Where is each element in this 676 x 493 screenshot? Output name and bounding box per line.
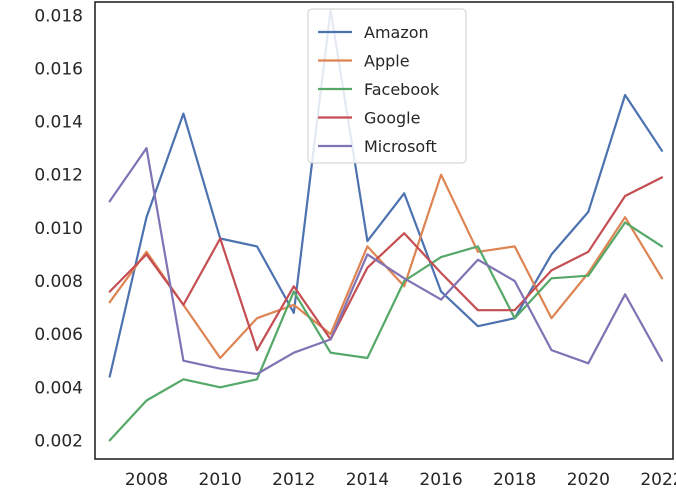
x-tick-label: 2020 xyxy=(567,470,610,490)
y-tick-label: 0.008 xyxy=(34,272,83,292)
x-tick-label: 2008 xyxy=(125,470,168,490)
x-axis-tick-labels: 2008 2010 2012 2014 2016 2018 2020 2022 xyxy=(125,470,676,490)
series-line-microsoft xyxy=(108,147,664,376)
x-tick-label: 2010 xyxy=(199,470,242,490)
y-tick-label: 0.002 xyxy=(34,431,83,451)
legend-label-amazon: Amazon xyxy=(364,23,429,42)
series-layer xyxy=(108,8,664,442)
legend-label-microsoft: Microsoft xyxy=(364,137,437,156)
legend: Amazon Apple Facebook Google Microsoft xyxy=(307,8,467,164)
x-tick-label: 2014 xyxy=(346,470,389,490)
y-tick-label: 0.014 xyxy=(34,113,83,133)
legend-box xyxy=(307,8,467,164)
y-tick-label: 0.006 xyxy=(34,325,83,345)
x-tick-label: 2018 xyxy=(493,470,536,490)
series-line-amazon xyxy=(108,8,664,378)
y-tick-label: 0.004 xyxy=(34,378,83,398)
series-line-facebook xyxy=(108,221,664,442)
y-tick-label: 0.012 xyxy=(34,166,83,186)
series-line-google xyxy=(108,176,664,352)
y-tick-label: 0.018 xyxy=(34,6,83,26)
legend-label-facebook: Facebook xyxy=(364,80,440,99)
x-tick-label: 2022 xyxy=(640,470,676,490)
axes-frame xyxy=(94,1,674,460)
x-tick-label: 2016 xyxy=(419,470,462,490)
y-tick-label: 0.010 xyxy=(34,219,83,239)
y-axis-tick-labels: 0.002 0.004 0.006 0.008 0.010 0.012 0.014 0.016… xyxy=(34,6,83,451)
legend-label-google: Google xyxy=(364,109,420,128)
legend-label-apple: Apple xyxy=(364,52,410,71)
y-tick-label: 0.016 xyxy=(34,59,83,79)
x-tick-label: 2012 xyxy=(272,470,315,490)
